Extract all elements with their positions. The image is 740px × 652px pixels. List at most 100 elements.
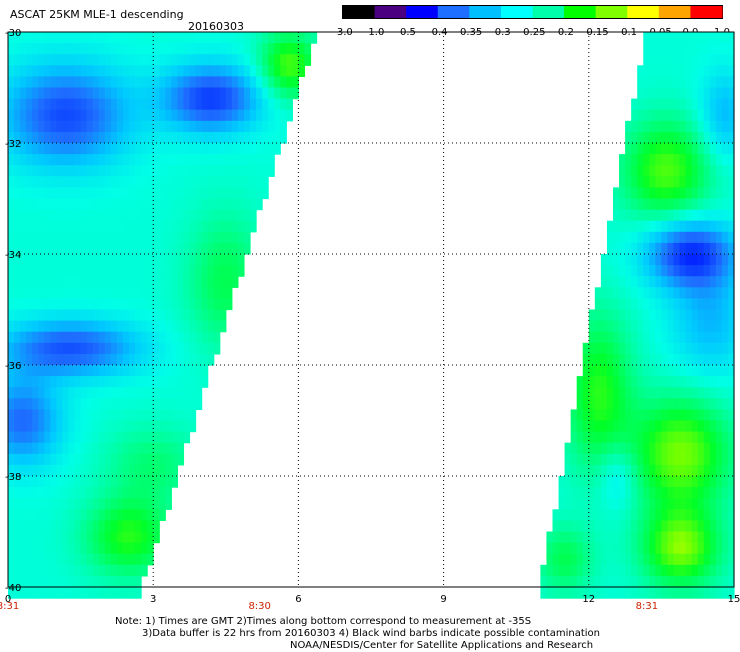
heatmap-cell — [68, 420, 76, 433]
heatmap-cell — [721, 298, 729, 311]
heatmap-cell — [250, 54, 257, 66]
heatmap-cell — [32, 509, 39, 521]
heatmap-cell — [62, 76, 70, 89]
heatmap-cell — [110, 342, 118, 355]
heatmap-cell — [92, 54, 100, 66]
heatmap-cell — [613, 209, 620, 222]
heatmap-cell — [68, 531, 76, 544]
heatmap-cell — [38, 32, 45, 44]
heatmap-cell — [68, 320, 76, 333]
heatmap-cell — [86, 187, 94, 200]
heatmap-cell — [129, 276, 136, 288]
heatmap-cell — [189, 254, 197, 266]
heatmap-cell — [237, 165, 245, 177]
heatmap-cell — [540, 575, 548, 588]
heatmap-cell — [637, 287, 644, 299]
heatmap-cell — [582, 509, 590, 521]
heatmap-cell — [62, 587, 70, 599]
heatmap-cell — [110, 176, 118, 188]
heatmap-cell — [673, 198, 681, 211]
heatmap-cell — [667, 87, 675, 100]
heatmap-cell — [631, 365, 638, 377]
heatmap-cell — [600, 309, 608, 322]
heatmap-cell — [673, 509, 681, 521]
heatmap-cell — [32, 409, 39, 422]
heatmap-cell — [159, 209, 166, 222]
heatmap-cell — [727, 265, 735, 277]
heatmap-cell — [697, 176, 705, 188]
heatmap-cell — [122, 265, 130, 277]
heatmap-cell — [715, 431, 723, 444]
heatmap-cell — [655, 131, 662, 144]
heatmap-cell — [8, 387, 15, 399]
heatmap-cell — [207, 331, 215, 344]
heatmap-cell — [122, 131, 130, 144]
heatmap-cell — [292, 76, 299, 89]
heatmap-cell — [195, 342, 203, 355]
heatmap-cell — [631, 387, 638, 399]
heatmap-cell — [637, 342, 644, 355]
heatmap-cell — [582, 442, 590, 455]
heatmap-cell — [86, 420, 94, 433]
heatmap-cell — [26, 76, 33, 89]
heatmap-cell — [637, 464, 644, 477]
heatmap-cell — [98, 520, 106, 533]
heatmap-cell — [715, 176, 723, 188]
heatmap-cell — [201, 109, 209, 122]
heatmap-cell — [68, 187, 76, 200]
heatmap-cell — [104, 54, 112, 66]
heatmap-cell — [201, 342, 209, 355]
heatmap-cell — [667, 353, 675, 366]
heatmap-cell — [195, 176, 203, 188]
heatmap-cell — [20, 276, 27, 288]
heatmap-cell — [98, 487, 106, 499]
heatmap-cell — [92, 453, 100, 466]
heatmap-cell — [703, 453, 711, 466]
heatmap-cell — [141, 409, 148, 422]
heatmap-cell — [38, 342, 45, 355]
heatmap-cell — [14, 575, 21, 588]
heatmap-cell — [147, 32, 154, 44]
heatmap-cell — [613, 276, 620, 288]
heatmap-cell — [74, 287, 82, 299]
heatmap-cell — [298, 32, 306, 44]
heatmap-cell — [171, 154, 178, 166]
heatmap-cell — [691, 165, 699, 177]
heatmap-cell — [256, 198, 263, 211]
heatmap-cell — [546, 575, 554, 588]
heatmap-cell — [727, 542, 735, 555]
heatmap-cell — [576, 531, 584, 544]
heatmap-cell — [74, 176, 82, 188]
heatmap-cell — [703, 587, 711, 599]
heatmap-cell — [26, 453, 33, 466]
heatmap-cell — [552, 587, 560, 599]
heatmap-cell — [62, 398, 70, 410]
heatmap-cell — [715, 487, 723, 499]
heatmap-cell — [153, 464, 160, 477]
heatmap-cell — [8, 98, 15, 111]
heatmap-cell — [98, 365, 106, 377]
heatmap-cell — [697, 320, 705, 333]
heatmap-cell — [159, 476, 166, 488]
heatmap-cell — [135, 564, 142, 577]
heatmap-cell — [80, 320, 88, 333]
heatmap-cell — [625, 398, 632, 410]
heatmap-cell — [709, 342, 717, 355]
heatmap-cell — [122, 309, 130, 322]
heatmap-cell — [649, 542, 656, 555]
heatmap-cell — [195, 353, 203, 366]
heatmap-cell — [122, 353, 130, 366]
heatmap-cell — [141, 54, 148, 66]
heatmap-cell — [135, 342, 142, 355]
heatmap-cell — [122, 65, 130, 77]
heatmap-cell — [661, 342, 669, 355]
heatmap-cell — [685, 65, 693, 77]
chart-date: 20160303 — [188, 20, 244, 33]
heatmap-cell — [576, 398, 584, 410]
heatmap-cell — [709, 409, 717, 422]
heatmap-cell — [153, 176, 160, 188]
heatmap-cell — [721, 131, 729, 144]
heatmap-cell — [74, 231, 82, 244]
heatmap-cell — [649, 43, 656, 55]
heatmap-cell — [691, 587, 699, 599]
